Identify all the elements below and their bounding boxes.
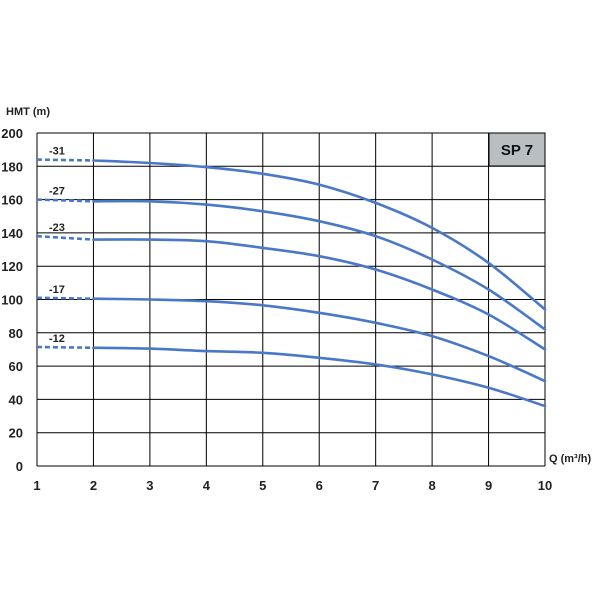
x-tick-label: 1 (33, 478, 40, 493)
x-axis-title: Q (m³/h) (549, 453, 591, 465)
series-label: -12 (49, 333, 65, 345)
series-curve-dashed (36, 158, 94, 162)
model-badge-label: SP 7 (501, 142, 533, 159)
x-tick-label: 4 (203, 478, 211, 493)
x-tick-label: 7 (372, 478, 379, 493)
y-tick-label: 40 (9, 392, 23, 407)
series-curve (92, 159, 547, 311)
series-curve-dashed (36, 198, 94, 203)
y-tick-label: 60 (9, 359, 23, 374)
series-curve (92, 297, 547, 383)
x-tick-label: 8 (428, 478, 435, 493)
x-tick-label: 5 (259, 478, 266, 493)
curves (36, 158, 547, 408)
y-tick-label: 0 (16, 459, 23, 474)
series-label: -27 (49, 186, 65, 198)
series-curve (92, 346, 547, 408)
y-tick-label: 180 (1, 159, 23, 174)
y-tick-label: 80 (9, 326, 23, 341)
x-tick-label: 2 (90, 478, 97, 493)
series-curve-dashed (36, 296, 94, 300)
series-curve (92, 199, 547, 331)
x-tick-label: 6 (316, 478, 323, 493)
y-tick-label: 140 (1, 226, 23, 241)
x-tick-label: 3 (146, 478, 153, 493)
y-axis-title: HMT (m) (6, 106, 50, 118)
series-label: -23 (49, 222, 65, 234)
labels: -31 -27 -23 -17 -12 (49, 146, 65, 345)
y-tick-label: 200 (1, 126, 23, 141)
model-badge: SP 7 (488, 132, 546, 167)
model-badge-box (488, 132, 546, 167)
x-tick-label: 10 (538, 478, 552, 493)
y-tick-label: 120 (1, 259, 23, 274)
series-label: -31 (49, 146, 65, 158)
y-tick-label: 100 (1, 293, 23, 308)
y-tick-label: 160 (1, 193, 23, 208)
x-tick-label: 9 (485, 478, 492, 493)
series-curve-dashed (36, 345, 94, 350)
series-curve (92, 238, 547, 351)
series-label: -17 (49, 284, 65, 296)
y-tick-label: 20 (9, 426, 23, 441)
series-curve-dashed (36, 234, 94, 241)
